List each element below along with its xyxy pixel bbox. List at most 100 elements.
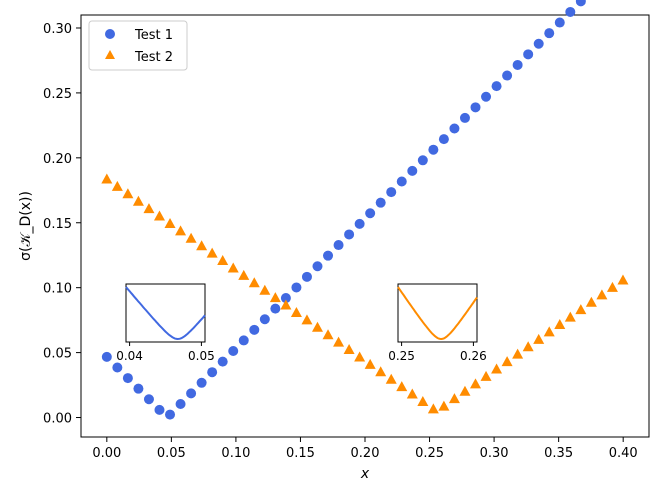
point-test-2 xyxy=(354,351,366,362)
point-test-2 xyxy=(164,217,176,228)
point-test-2 xyxy=(185,232,197,243)
point-test-1 xyxy=(407,165,418,176)
y-axis-label: σ(𝒦_D(x)) xyxy=(18,191,34,261)
point-test-1 xyxy=(259,314,270,325)
point-test-1 xyxy=(344,229,355,240)
point-test-2 xyxy=(301,314,313,325)
inset-curve xyxy=(397,286,478,341)
point-test-2 xyxy=(101,173,113,184)
point-test-1 xyxy=(512,59,523,70)
point-test-2 xyxy=(280,299,292,310)
y-tick-label: 0.00 xyxy=(43,412,72,427)
x-axis-ticks: 0.00 0.05 0.10 0.15 0.20 0.25 0.30 0.35 0.40 xyxy=(92,437,638,461)
point-test-2 xyxy=(417,395,429,406)
y-tick-label: 0.05 xyxy=(43,347,72,362)
point-test-2 xyxy=(175,225,187,236)
inset-frame xyxy=(397,283,478,343)
y-axis-ticks: 0.00 0.05 0.10 0.15 0.20 0.25 0.30 xyxy=(43,22,81,427)
legend-marker-test-2 xyxy=(105,50,115,59)
point-test-1 xyxy=(280,293,291,304)
point-test-2 xyxy=(111,180,123,191)
y-tick-label: 0.25 xyxy=(43,87,72,102)
point-test-2 xyxy=(427,403,439,414)
point-test-2 xyxy=(606,281,618,292)
point-test-1 xyxy=(575,0,586,7)
series-group xyxy=(101,0,629,420)
point-test-1 xyxy=(459,112,470,123)
point-test-2 xyxy=(248,277,260,288)
y-tick-label: 0.30 xyxy=(43,22,72,37)
point-test-1 xyxy=(165,409,176,420)
point-test-2 xyxy=(396,381,408,392)
insets-group: 0.04 0.05 0.25 0.26 xyxy=(116,283,487,363)
point-test-1 xyxy=(481,91,492,102)
point-test-2 xyxy=(143,203,155,214)
point-test-2 xyxy=(132,195,144,206)
x-tick-label: 0.40 xyxy=(609,446,638,461)
point-test-2 xyxy=(290,306,302,317)
point-test-2 xyxy=(153,210,165,221)
point-test-1 xyxy=(101,351,112,362)
point-test-2 xyxy=(480,370,492,381)
point-test-2 xyxy=(122,188,134,199)
point-test-1 xyxy=(154,404,165,415)
point-test-2 xyxy=(470,378,482,389)
point-test-2 xyxy=(564,311,576,322)
point-test-2 xyxy=(459,385,471,396)
point-test-2 xyxy=(311,321,323,332)
point-test-2 xyxy=(491,363,503,374)
point-test-2 xyxy=(364,358,376,369)
point-test-2 xyxy=(406,388,418,399)
point-test-1 xyxy=(196,377,207,388)
point-test-1 xyxy=(438,134,449,145)
point-test-1 xyxy=(122,373,133,384)
inset-frame xyxy=(125,283,206,343)
point-test-1 xyxy=(301,271,312,282)
point-test-1 xyxy=(470,102,481,113)
point-test-2 xyxy=(575,304,587,315)
point-test-1 xyxy=(270,303,281,314)
point-test-2 xyxy=(322,329,334,340)
point-test-1 xyxy=(217,356,228,367)
point-test-1 xyxy=(533,38,544,49)
point-test-1 xyxy=(386,187,397,198)
point-test-1 xyxy=(186,388,197,399)
point-test-1 xyxy=(417,155,428,166)
x-tick-label: 0.35 xyxy=(544,446,573,461)
point-test-2 xyxy=(259,284,271,295)
point-test-2 xyxy=(512,348,524,359)
y-tick-label: 0.20 xyxy=(43,152,72,167)
point-test-2 xyxy=(333,336,345,347)
legend-label-test-2: Test 2 xyxy=(134,50,173,65)
point-test-1 xyxy=(143,394,154,405)
point-test-1 xyxy=(333,240,344,251)
y-tick-label: 0.15 xyxy=(43,217,72,232)
point-test-1 xyxy=(291,282,302,293)
x-tick-label: 0.00 xyxy=(92,446,121,461)
inset-tick-label: 0.05 xyxy=(188,349,215,363)
point-test-2 xyxy=(522,341,534,352)
point-test-2 xyxy=(438,400,450,411)
x-tick-label: 0.15 xyxy=(286,446,315,461)
point-test-1 xyxy=(323,250,334,261)
point-test-1 xyxy=(565,6,576,17)
x-tick-label: 0.10 xyxy=(221,446,250,461)
point-test-1 xyxy=(491,81,502,92)
point-test-1 xyxy=(133,383,144,394)
point-test-1 xyxy=(365,208,376,219)
x-tick-label: 0.05 xyxy=(157,446,186,461)
point-test-1 xyxy=(554,17,565,28)
point-test-1 xyxy=(428,144,439,155)
point-test-1 xyxy=(207,367,218,378)
point-test-1 xyxy=(449,123,460,134)
x-tick-label: 0.30 xyxy=(480,446,509,461)
legend-marker-test-1 xyxy=(105,29,115,39)
inset-tick-label: 0.04 xyxy=(116,349,143,363)
legend-label-test-1: Test 1 xyxy=(134,28,173,43)
point-test-2 xyxy=(585,296,597,307)
inset-tick-label: 0.25 xyxy=(388,349,415,363)
point-test-2 xyxy=(554,318,566,329)
point-test-2 xyxy=(343,344,355,355)
point-test-1 xyxy=(354,218,365,229)
